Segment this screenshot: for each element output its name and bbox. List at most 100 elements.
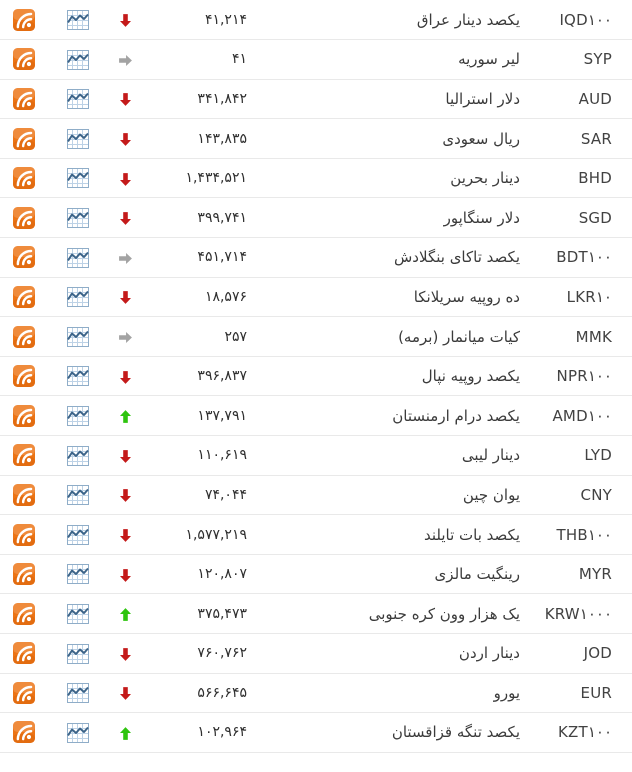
currency-name: کیات میانمار (برمه): [398, 327, 520, 346]
currency-code-cell: THB۱۰۰: [520, 514, 632, 555]
rss-cell: [0, 316, 55, 357]
rate-row: SYP لیر سوریه ۴۱: [0, 39, 632, 80]
rss-icon[interactable]: [13, 127, 35, 150]
rate-value: ۳۹۶,۸۳۷: [197, 368, 247, 385]
currency-name-cell: یورو: [258, 673, 520, 714]
price-chart-icon[interactable]: [67, 445, 89, 466]
price-chart-icon[interactable]: [67, 247, 89, 268]
chart-cell: [55, 158, 101, 199]
rate-value: ۱۲۰,۸۰۷: [197, 566, 247, 583]
rss-icon[interactable]: [13, 602, 35, 625]
rate-value-cell: ۵۶۶,۶۴۵: [150, 673, 258, 714]
currency-code-cell: KRW۱۰۰۰: [520, 593, 632, 634]
currency-code: LKR۱۰: [566, 287, 612, 306]
rss-icon[interactable]: [13, 8, 35, 31]
rss-icon[interactable]: [13, 681, 35, 704]
rate-value: ۳۷۵,۴۷۳: [197, 605, 247, 622]
price-chart-icon[interactable]: [67, 128, 89, 149]
rss-icon[interactable]: [13, 48, 35, 71]
currency-code-cell: BHD: [520, 158, 632, 199]
currency-code: SAR: [580, 129, 612, 148]
rss-icon[interactable]: [13, 206, 35, 229]
trend-cell: [101, 712, 150, 753]
rate-row: EUR یورو ۵۶۶,۶۴۵: [0, 673, 632, 714]
price-chart-icon[interactable]: [67, 524, 89, 545]
rate-value-cell: ۱۸,۵۷۶: [150, 277, 258, 318]
currency-name: یکصد تنگه قزاقستان: [391, 723, 520, 742]
rate-value-cell: ۱۱۰,۶۱۹: [150, 435, 258, 476]
currency-code-cell: AUD: [520, 79, 632, 120]
price-chart-icon[interactable]: [67, 49, 89, 70]
rss-icon[interactable]: [13, 167, 35, 190]
rate-value: ۱۴۳,۸۳۵: [197, 130, 247, 147]
rss-icon[interactable]: [13, 563, 35, 586]
currency-name-cell: رینگیت مالزی: [258, 554, 520, 595]
trend-up-icon: [120, 406, 131, 425]
currency-name-cell: دینار اردن: [258, 633, 520, 674]
price-chart-icon[interactable]: [67, 9, 89, 30]
price-chart-icon[interactable]: [67, 603, 89, 624]
price-chart-icon[interactable]: [67, 643, 89, 664]
trend-cell: [101, 673, 150, 714]
rss-cell: [0, 277, 55, 318]
rss-icon[interactable]: [13, 483, 35, 506]
price-chart-icon[interactable]: [67, 326, 89, 347]
currency-code-cell: IQD۱۰۰: [520, 0, 632, 41]
chart-cell: [55, 356, 101, 397]
rate-row: AUD دلار استرالیا ۳۴۱,۸۴۲: [0, 79, 632, 120]
rate-row: SGD دلار سنگاپور ۳۹۹,۷۴۱: [0, 197, 632, 239]
trend-up-icon: [120, 604, 131, 623]
rss-cell: [0, 435, 55, 476]
trend-cell: [101, 593, 150, 634]
chart-cell: [55, 475, 101, 516]
price-chart-icon[interactable]: [67, 722, 89, 743]
chart-cell: [55, 237, 101, 278]
price-chart-icon[interactable]: [67, 287, 89, 308]
rate-value: ۷۴,۰۴۴: [204, 486, 247, 503]
rss-icon[interactable]: [13, 404, 35, 427]
currency-code: BHD: [578, 169, 612, 188]
rss-icon[interactable]: [13, 444, 35, 467]
trend-neutral-icon: [119, 50, 132, 69]
currency-name: رینگیت مالزی: [434, 565, 520, 584]
currency-name: ریال سعودی: [442, 129, 520, 148]
rss-icon[interactable]: [13, 325, 35, 348]
currency-code: CNY: [580, 485, 612, 504]
rate-row: KRW۱۰۰۰ یک هزار وون کره جنوبی ۳۷۵,۴۷۳: [0, 593, 632, 634]
trend-down-icon: [120, 208, 131, 227]
currency-name: دینار لیبی: [461, 446, 520, 465]
price-chart-icon[interactable]: [67, 564, 89, 585]
currency-name-cell: لیر سوریه: [258, 39, 520, 80]
rss-cell: [0, 39, 55, 80]
rate-row: BDT۱۰۰ یکصد تاکای بنگلادش ۴۵۱,۷۱۴: [0, 237, 632, 278]
trend-down-icon: [120, 565, 131, 584]
price-chart-icon[interactable]: [67, 366, 89, 387]
chart-cell: [55, 316, 101, 357]
currency-name-cell: دلار سنگاپور: [258, 197, 520, 239]
price-chart-icon[interactable]: [67, 485, 89, 506]
chart-cell: [55, 712, 101, 753]
currency-code: THB۱۰۰: [556, 525, 612, 544]
price-chart-icon[interactable]: [67, 168, 89, 189]
rate-value: ۳۴۱,۸۴۲: [197, 90, 247, 107]
rate-value: ۳۹۹,۷۴۱: [197, 209, 247, 226]
price-chart-icon[interactable]: [67, 683, 89, 704]
currency-name-cell: یوان چین: [258, 475, 520, 516]
trend-down-icon: [120, 367, 131, 386]
price-chart-icon[interactable]: [67, 89, 89, 110]
currency-name-cell: دلار استرالیا: [258, 79, 520, 120]
rate-value-cell: ۱,۵۷۷,۲۱۹: [150, 514, 258, 555]
rss-icon[interactable]: [13, 365, 35, 388]
rss-icon[interactable]: [13, 523, 35, 546]
rate-value: ۴۱: [231, 51, 247, 68]
price-chart-icon[interactable]: [67, 208, 89, 229]
rate-value-cell: ۴۱,۲۱۴: [150, 0, 258, 41]
price-chart-icon[interactable]: [67, 405, 89, 426]
rss-icon[interactable]: [13, 87, 35, 110]
rss-icon[interactable]: [13, 721, 35, 744]
rss-icon[interactable]: [13, 246, 35, 269]
rss-icon[interactable]: [13, 642, 35, 665]
rates-table-body: IQD۱۰۰ یکصد دینار عراق ۴۱,۲۱۴: [0, 0, 632, 753]
chart-cell: [55, 395, 101, 437]
rss-icon[interactable]: [13, 285, 35, 308]
